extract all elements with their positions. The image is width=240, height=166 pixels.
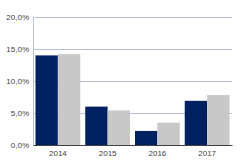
y-tick-label: 15,0% [6,45,29,54]
x-axis: 2014 2015 2016 2017 [34,145,233,158]
y-tick: 10,0% [6,77,33,86]
bar [35,55,57,145]
x-tick-label: 2017 [198,149,216,158]
grid-line [33,49,232,50]
bar [108,110,130,145]
x-tick-label: 2015 [99,149,117,158]
x-axis-line [34,145,233,146]
y-tick: 20,0% [6,13,33,22]
y-tick-label: 5,0% [11,109,29,118]
y-tick-label: 10,0% [6,77,29,86]
x-tick: 2016 [148,145,166,158]
bars [35,54,229,145]
y-tick-label: 20,0% [6,13,29,22]
bar [135,131,157,145]
x-tick: 2015 [99,145,117,158]
bar [185,101,207,145]
x-tick: 2014 [49,145,67,158]
y-tick: 15,0% [6,45,33,54]
y-tick-label: 0,0% [11,141,29,150]
y-tick: 0,0% [11,141,33,150]
y-axis: 0,0% 5,0% 10,0% 15,0% 20,0% [6,13,33,150]
bar [85,107,107,145]
chart: 0,0% 5,0% 10,0% 15,0% 20,0% 2014 2015 2016 2017 [0,0,240,166]
bar [157,123,179,145]
x-tick-label: 2014 [49,149,67,158]
x-tick-label: 2016 [148,149,166,158]
y-axis-line [33,18,34,146]
bar [58,54,80,145]
x-tick: 2017 [198,145,216,158]
grid-line [33,17,232,18]
bar [207,95,229,145]
grid [33,17,232,145]
y-tick: 5,0% [11,109,33,118]
